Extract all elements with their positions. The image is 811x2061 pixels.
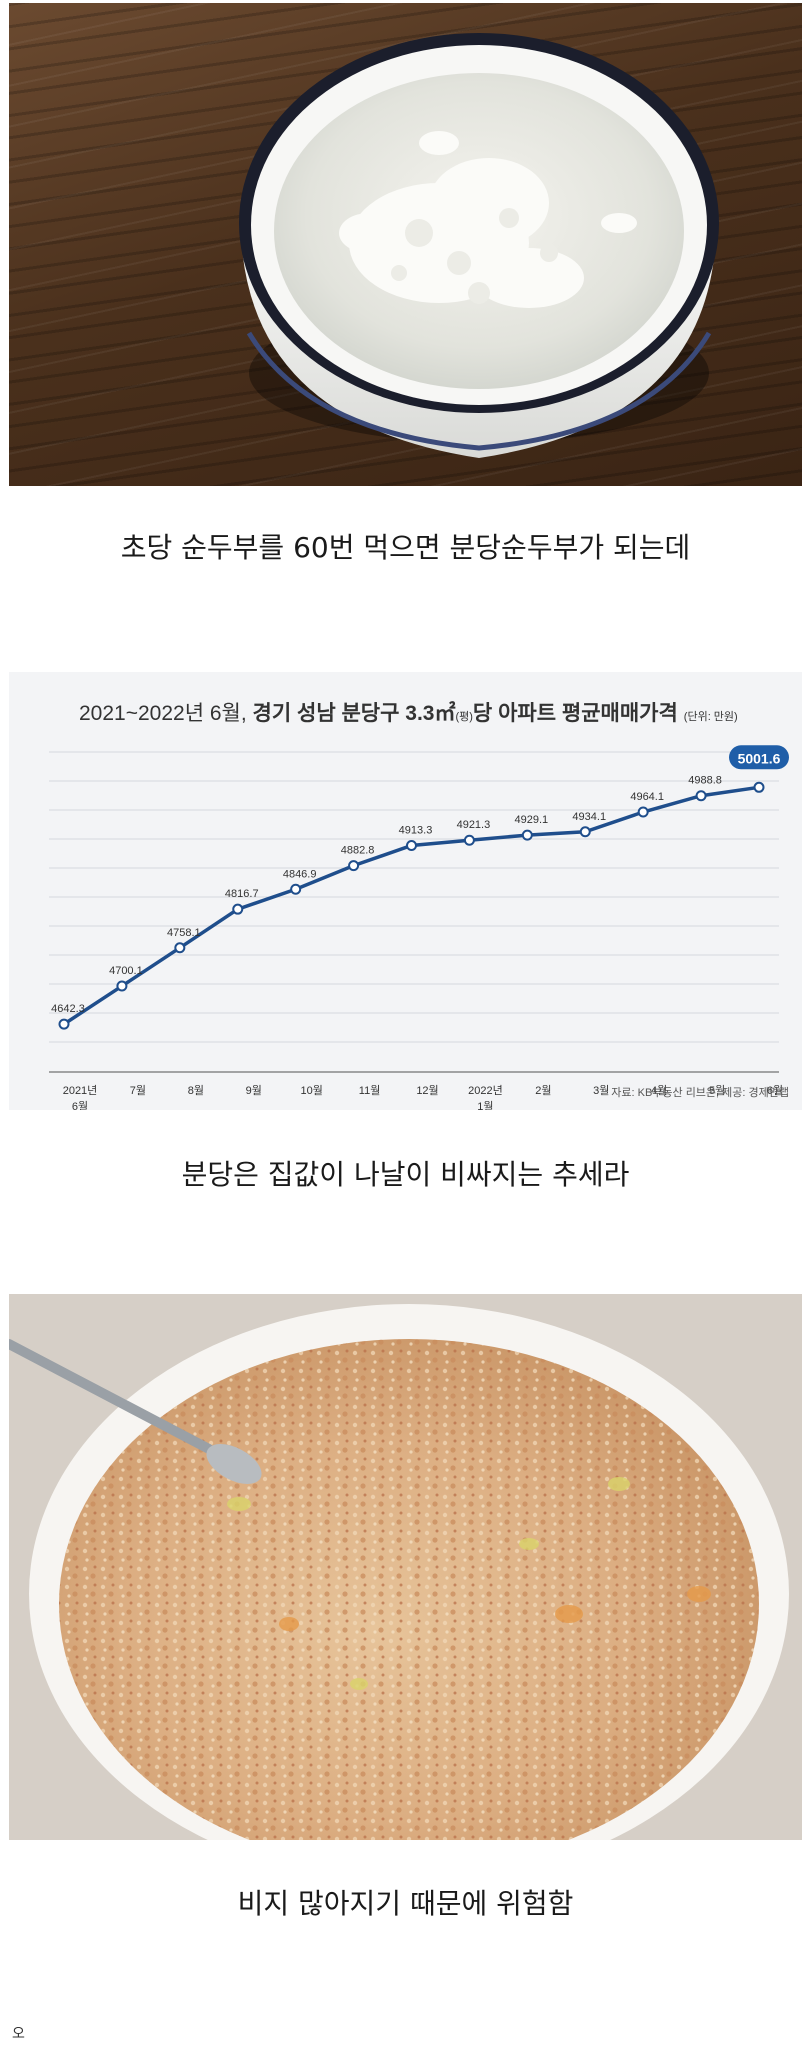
- caption-2: 분당은 집값이 나날이 비싸지는 추세라: [181, 1158, 630, 1191]
- series-line: [63, 785, 760, 1026]
- data-label-highlight: 5001.6: [738, 750, 781, 766]
- chart-title-bold-2: 당 아파트 평균매매가격: [473, 702, 678, 725]
- chart-source: 자료: KB부동산 리브온, 제공: 경제만랩: [611, 1086, 789, 1099]
- x-tick-label: 2021년: [63, 1084, 98, 1097]
- x-tick-label: 6월: [767, 1084, 783, 1097]
- x-tick-label: 10월: [300, 1084, 322, 1097]
- price-chart-panel: 2021~2022년 6월, 경기 성남 분당구 3.3㎡(평)당 아파트 평균…: [9, 672, 802, 1113]
- data-label: 4642.3: [51, 1003, 85, 1015]
- x-tick-label: 9월: [246, 1084, 262, 1097]
- data-label: 4988.8: [688, 775, 722, 787]
- data-point: [579, 826, 591, 838]
- chart-title-bold: 경기 성남 분당구 3.3㎡: [253, 701, 456, 725]
- data-label: 4934.1: [572, 811, 606, 823]
- data-point: [695, 790, 707, 802]
- grid-lines: [49, 751, 779, 1073]
- x-tick-label: 8월: [188, 1084, 204, 1097]
- x-tick-label: 3월: [593, 1084, 609, 1097]
- data-point: [463, 834, 475, 846]
- biji-stew-illustration: [9, 1304, 789, 1840]
- data-point: [406, 840, 417, 852]
- photo-sundubu-bowl: [9, 3, 802, 486]
- caption-1: 초당 순두부를 60번 먹으면 분당순두부가 되는데: [120, 531, 691, 564]
- line-chart: 2021~2022년 6월, 경기 성남 분당구 3.3㎡(평)당 아파트 평균…: [49, 701, 789, 1113]
- photo-biji-stew-bowl: [9, 1294, 802, 1840]
- sundubu-bowl-illustration: [239, 33, 719, 458]
- data-point: [637, 806, 649, 818]
- chart-title-small: (평): [455, 710, 472, 723]
- chart-title-main: 2021~2022년 6월,: [79, 702, 253, 725]
- label-layer: 4642.3 4700.1 4758.1 4816.7 4846.9 4882.8 4913…: [51, 745, 789, 1015]
- data-label: 4700.1: [109, 965, 143, 977]
- data-label: 4921.3: [457, 819, 491, 831]
- x-tick-label: 12월: [416, 1084, 438, 1097]
- data-label: 4846.9: [283, 868, 317, 880]
- data-label: 4816.7: [225, 888, 259, 900]
- data-point: [58, 1018, 70, 1030]
- data-point: [521, 829, 533, 841]
- x-tick-label: 1월: [477, 1100, 493, 1110]
- data-label: 4929.1: [515, 814, 549, 826]
- x-tick-label: 5월: [709, 1084, 725, 1097]
- data-label: 4913.3: [399, 825, 433, 837]
- x-tick-labels: 2021년 6월 7월 8월 9월 10월 11월 12월 2022년 1월 2월 3월 4월 5월 6월: [63, 1084, 783, 1113]
- x-tick-label: 7월: [130, 1084, 146, 1097]
- footnote-text: 오: [12, 2026, 25, 2042]
- data-point: [174, 942, 186, 954]
- x-tick-label: 11월: [359, 1084, 381, 1097]
- chart-unit: (단위: 만원): [684, 710, 738, 723]
- data-point: [232, 903, 244, 915]
- data-point: [753, 781, 765, 793]
- x-tick-label: 4월: [651, 1084, 667, 1097]
- data-label: 4964.1: [630, 791, 664, 803]
- caption-3: 비지 많아지기 때문에 위험함: [237, 1887, 574, 1920]
- data-label: 4882.8: [341, 845, 375, 857]
- x-tick-label: 6월: [72, 1100, 88, 1110]
- highlight-label-bg: [729, 745, 789, 770]
- data-point: [116, 980, 128, 992]
- x-tick-label: 2월: [535, 1084, 551, 1097]
- data-point: [290, 883, 302, 895]
- data-label: 4758.1: [167, 927, 201, 939]
- chart-title: 2021~2022년 6월, 경기 성남 분당구 3.3㎡(평)당 아파트 평균…: [79, 701, 738, 725]
- series-layer: [58, 781, 765, 1030]
- data-point: [348, 860, 360, 872]
- x-tick-label: 2022년: [468, 1084, 503, 1097]
